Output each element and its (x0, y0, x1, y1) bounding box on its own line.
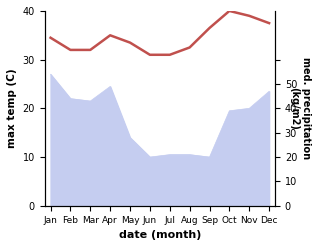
X-axis label: date (month): date (month) (119, 230, 201, 240)
Y-axis label: max temp (C): max temp (C) (7, 69, 17, 148)
Y-axis label: med. precipitation
(kg/m2): med. precipitation (kg/m2) (289, 57, 311, 159)
